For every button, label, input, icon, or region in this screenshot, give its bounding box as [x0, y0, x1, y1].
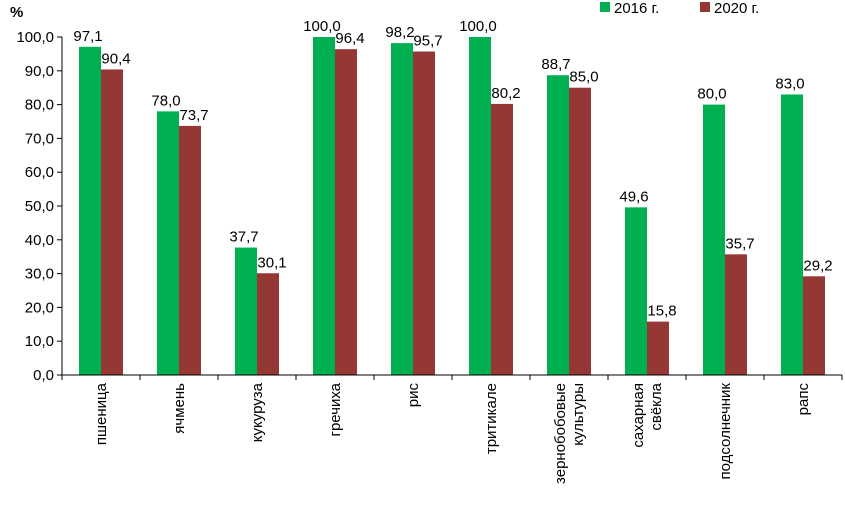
data-label: 97,1: [73, 28, 102, 45]
y-tick-label: 100,0: [16, 29, 54, 46]
y-axis: 0,0 10,0 20,0 30,0 40,0 50,0 60,0 70,0 80,0 90,0 1…: [16, 29, 63, 384]
bar: [647, 321, 669, 375]
category-label: гречиха: [327, 382, 344, 436]
y-tick-label: 90,0: [25, 63, 54, 80]
bar: [469, 37, 491, 375]
bar: [313, 37, 335, 375]
category-label: сахарная: [630, 383, 647, 448]
data-label: 100,0: [303, 18, 341, 35]
bar: [179, 125, 201, 375]
data-label: 98,2: [385, 24, 414, 41]
data-label: 29,2: [803, 257, 832, 274]
y-tick-label: 50,0: [25, 198, 54, 215]
category-label: зернобобовые: [552, 383, 569, 484]
bar: [569, 87, 591, 375]
category-label: подсолнечник: [717, 383, 734, 480]
y-tick-label: 60,0: [25, 164, 54, 181]
category-label: пшеница: [93, 382, 110, 445]
data-label: 15,8: [647, 303, 676, 320]
data-label: 49,6: [619, 188, 648, 205]
category-label: рапс: [795, 383, 812, 416]
bar: [391, 43, 413, 376]
legend-label: 2016 г.: [614, 0, 659, 17]
bar: [625, 207, 647, 375]
data-label: 100,0: [459, 18, 497, 35]
data-label: 83,0: [775, 75, 804, 92]
category-label: кукуруза: [249, 382, 266, 442]
data-label: 30,1: [257, 254, 286, 271]
legend-swatch: [600, 2, 610, 12]
y-axis-unit-label: %: [10, 4, 23, 21]
y-tick-label: 40,0: [25, 232, 54, 249]
bars: [79, 37, 825, 376]
data-label: 80,2: [491, 85, 520, 102]
category-label: культуры: [570, 383, 587, 446]
data-label: 90,4: [101, 50, 130, 67]
bar: [235, 247, 257, 375]
bar: [725, 254, 747, 375]
bar: [781, 94, 803, 376]
category-label: тритикале: [483, 383, 500, 454]
data-label: 85,0: [569, 69, 598, 86]
bar: [491, 103, 513, 375]
legend-swatch: [700, 2, 710, 12]
data-label: 37,7: [229, 229, 258, 246]
data-label: 88,7: [541, 56, 570, 73]
bar: [803, 276, 825, 375]
y-tick-label: 30,0: [25, 266, 54, 283]
bar: [257, 273, 279, 375]
legend: 2016 г. 2020 г.: [600, 0, 759, 17]
data-label: 95,7: [413, 33, 442, 50]
bar: [79, 46, 101, 375]
data-label: 35,7: [725, 235, 754, 252]
y-tick-label: 70,0: [25, 130, 54, 147]
category-label: свёкла: [648, 382, 665, 430]
bar: [547, 75, 569, 375]
y-tick-label: 20,0: [25, 299, 54, 316]
category-label: рис: [405, 383, 422, 408]
bar: [703, 104, 725, 375]
data-label: 78,0: [151, 92, 180, 109]
data-label: 80,0: [697, 86, 726, 103]
legend-label: 2020 г.: [714, 0, 759, 17]
bar: [101, 69, 123, 375]
bar: [413, 51, 435, 376]
x-axis: пшеница ячмень кукуруза гречиха рис тритикале…: [61, 374, 843, 484]
bar: [157, 111, 179, 376]
data-label: 96,4: [335, 30, 364, 47]
y-tick-label: 0,0: [33, 367, 54, 384]
bar: [335, 49, 357, 375]
y-tick-label: 80,0: [25, 97, 54, 114]
data-label: 73,7: [179, 107, 208, 124]
data-labels: 97,1 78,0 37,7 100,0 98,2 100,0 88,7 49,6 80,0 83…: [73, 18, 832, 320]
y-tick-label: 10,0: [25, 333, 54, 350]
category-label: ячмень: [171, 383, 188, 434]
